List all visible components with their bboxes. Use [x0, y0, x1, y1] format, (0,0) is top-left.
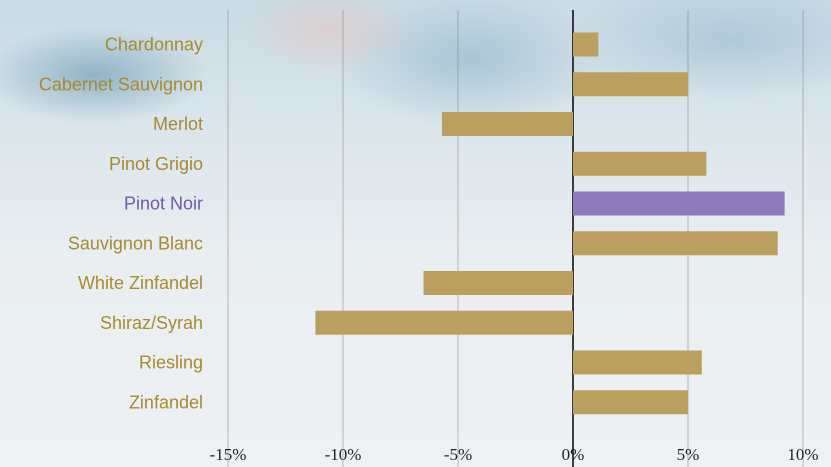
x-tick-label: -10%: [325, 445, 362, 464]
bar: [573, 191, 785, 216]
bar: [573, 72, 688, 97]
bar: [573, 231, 778, 256]
bar: [573, 151, 707, 176]
category-label: Pinot Noir: [124, 194, 203, 214]
bars: [315, 32, 785, 415]
bar: [315, 310, 573, 335]
category-label: Shiraz/Syrah: [100, 313, 203, 333]
bar: [573, 390, 688, 415]
x-tick-label: 0%: [562, 445, 585, 464]
bar: [573, 32, 599, 57]
category-label: Chardonnay: [105, 35, 203, 55]
bar: [423, 271, 573, 295]
bar: [573, 350, 702, 375]
category-label: Pinot Grigio: [109, 154, 203, 174]
category-labels: Chardonnay Cabernet Sauvignon Merlot Pinot …: [39, 35, 203, 413]
x-axis-tick-labels: -15% -10% -5% 0% 5% 10%: [210, 445, 819, 464]
category-label: Zinfandel: [129, 392, 203, 412]
x-tick-label: -15%: [210, 445, 247, 464]
bar: [441, 112, 573, 136]
x-tick-label: -5%: [444, 445, 472, 464]
category-label: Sauvignon Blanc: [68, 233, 203, 253]
category-label: Riesling: [139, 353, 203, 373]
x-tick-label: 5%: [677, 445, 700, 464]
category-label: Cabernet Sauvignon: [39, 74, 203, 94]
category-label: Merlot: [153, 114, 203, 134]
x-tick-label: 10%: [787, 445, 818, 464]
category-label: White Zinfandel: [78, 273, 203, 293]
